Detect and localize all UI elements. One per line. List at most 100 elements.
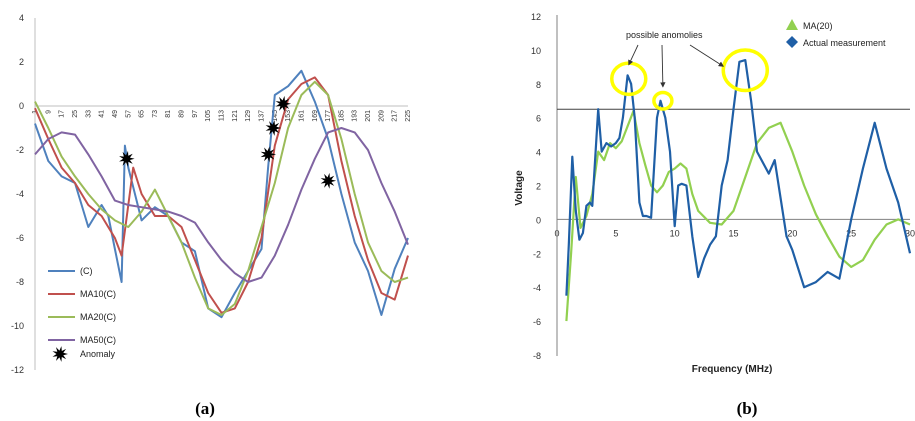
chart-a-x-tick-label: 97 bbox=[192, 110, 199, 118]
chart-a-x-tick-label: 25 bbox=[72, 110, 79, 118]
annotation-group: possible anomolies bbox=[626, 30, 725, 88]
chart-a-x-tick-label: 17 bbox=[59, 110, 66, 118]
chart-a-y-tick-label: -12 bbox=[11, 365, 24, 375]
chart-b-y-tick-label: -4 bbox=[533, 283, 541, 293]
chart-b-y-tick-label: 6 bbox=[536, 114, 541, 124]
chart-a-x-tick-label: 193 bbox=[352, 110, 359, 122]
highlight-circle bbox=[721, 48, 770, 93]
chart-b-y-tick-label: 0 bbox=[536, 215, 541, 225]
panel-label-b: (b) bbox=[737, 399, 758, 418]
chart-a-y-tick-label: 0 bbox=[19, 101, 24, 111]
chart-a-x-tick-label: 113 bbox=[219, 110, 226, 121]
chart-a-x-tick-label: 129 bbox=[245, 110, 252, 122]
chart-a-x-tick-label: 177 bbox=[325, 110, 332, 122]
annotation-text: possible anomolies bbox=[626, 30, 703, 40]
annotation-arrow bbox=[689, 44, 725, 67]
legend-label-anomaly: Anomaly bbox=[80, 349, 116, 359]
chart-a-x-tick-label: 145 bbox=[272, 110, 279, 122]
chart-b-y-tick-label: 8 bbox=[536, 80, 541, 90]
legend-label-actual-measurement: Actual measurement bbox=[803, 38, 886, 48]
chart-b-x-tick-label: 25 bbox=[846, 228, 856, 238]
chart-a-y-tick-label: -2 bbox=[16, 145, 24, 155]
chart-b: -8 -6 -4 -2 0 2 4 6 8 10 12 0 5 10 15 20 25 30 possible … bbox=[514, 12, 915, 418]
chart-a-series-ma10-c bbox=[34, 76, 409, 314]
legend-label-ma10-c: MA10(C) bbox=[80, 289, 116, 299]
chart-a-x-tick-label: 65 bbox=[139, 110, 146, 118]
chart-a-x-tick-label: 105 bbox=[205, 110, 212, 122]
chart-a-x-tick-label: 137 bbox=[258, 110, 265, 122]
chart-a-series-ma50-c bbox=[34, 127, 409, 283]
chart-b-y-tick-label: -2 bbox=[533, 249, 541, 259]
chart-a-x-tick-label: 201 bbox=[365, 110, 372, 122]
chart-a-x-tick-label: 209 bbox=[378, 110, 385, 122]
anomaly-marker bbox=[119, 150, 135, 167]
chart-a-anomaly-markers bbox=[119, 95, 337, 189]
panel-label-a: (a) bbox=[195, 399, 215, 418]
chart-a-x-tick-label: 217 bbox=[392, 110, 399, 122]
chart-b-y-tick-label: 2 bbox=[536, 182, 541, 192]
legend-swatch-anomaly bbox=[52, 346, 68, 362]
legend-label-ma50-c: MA50(C) bbox=[80, 335, 116, 345]
chart-a-x-tick-label: 81 bbox=[165, 110, 172, 118]
chart-b-x-tick-label: 10 bbox=[670, 228, 680, 238]
chart-a-series-ma20-c bbox=[34, 80, 409, 316]
annotation-arrow bbox=[628, 44, 639, 66]
chart-a-legend: (C) MA10(C) MA20(C) MA50(C) Anomaly bbox=[48, 266, 116, 362]
chart-a-x-tick-label: 49 bbox=[112, 110, 119, 118]
legend-swatch-ma-20 bbox=[786, 19, 798, 30]
anomaly-marker bbox=[320, 172, 337, 189]
chart-a-y-tick-label: -4 bbox=[16, 189, 24, 199]
chart-a-y-tick-labels: 4 2 0 -2 -4 -6 -8 -10 -12 bbox=[11, 13, 24, 375]
chart-a-x-tick-label: 57 bbox=[125, 110, 132, 118]
legend-label-c: (C) bbox=[80, 266, 93, 276]
chart-b-x-tick-label: 15 bbox=[728, 228, 738, 238]
chart-a-x-tick-label: 41 bbox=[99, 110, 106, 118]
anomaly-marker bbox=[260, 146, 277, 163]
chart-a: 4 2 0 -2 -4 -6 -8 -10 -12 1 9 17 25 33 41 49 57 65 73 81 89… bbox=[11, 13, 412, 418]
chart-a-x-tick-label: 73 bbox=[152, 110, 159, 118]
chart-a-x-tick-labels: 1 9 17 25 33 41 49 57 65 73 81 89 97 105 113 121 129 137 1… bbox=[32, 110, 412, 122]
anomaly-marker bbox=[275, 95, 292, 112]
chart-b-y-tick-labels: -8 -6 -4 -2 0 2 4 6 8 10 12 bbox=[531, 12, 541, 361]
chart-a-x-tick-label: 9 bbox=[45, 110, 52, 114]
legend-label-ma-20: MA(20) bbox=[803, 21, 833, 31]
chart-b-legend: MA(20) Actual measurement bbox=[786, 19, 886, 48]
chart-b-x-tick-labels: 051015202530 bbox=[554, 228, 915, 238]
x-axis-label: Frequency (MHz) bbox=[692, 364, 773, 375]
chart-b-y-tick-label: -6 bbox=[533, 317, 541, 327]
chart-a-series-group bbox=[34, 69, 409, 319]
highlight-circle bbox=[652, 90, 674, 111]
chart-b-y-tick-label: 12 bbox=[531, 12, 541, 22]
anomaly-highlight-circles bbox=[610, 48, 770, 111]
chart-a-x-tick-label: 225 bbox=[405, 110, 412, 122]
chart-a-y-tick-label: -10 bbox=[11, 321, 24, 331]
chart-a-y-tick-label: -6 bbox=[16, 233, 24, 243]
chart-a-series-c bbox=[34, 69, 409, 319]
legend-swatch-actual-measurement bbox=[786, 36, 798, 48]
chart-a-y-tick-label: 4 bbox=[19, 13, 24, 23]
chart-b-series-group bbox=[565, 58, 912, 322]
chart-b-y-tick-label: -8 bbox=[533, 351, 541, 361]
chart-a-x-tick-label: 89 bbox=[179, 110, 186, 118]
chart-b-series-ma-20 bbox=[565, 109, 911, 322]
chart-b-y-tick-label: 4 bbox=[536, 148, 541, 158]
chart-a-x-tick-label: 185 bbox=[338, 110, 345, 122]
chart-a-x-tick-label: 1 bbox=[32, 110, 39, 114]
y-axis-label: Voltage bbox=[514, 170, 525, 206]
chart-a-x-tick-label: 33 bbox=[85, 110, 92, 118]
chart-a-y-tick-label: -8 bbox=[16, 277, 24, 287]
chart-a-x-tick-label: 161 bbox=[298, 110, 305, 122]
chart-b-series-actual-measurement bbox=[565, 58, 912, 296]
annotation-arrow bbox=[660, 44, 666, 88]
chart-a-x-tick-label: 169 bbox=[312, 110, 319, 122]
anomaly-marker bbox=[265, 120, 282, 136]
chart-b-x-tick-label: 30 bbox=[905, 228, 915, 238]
chart-a-y-tick-label: 2 bbox=[19, 57, 24, 67]
chart-b-y-tick-label: 10 bbox=[531, 46, 541, 56]
chart-a-x-tick-label: 153 bbox=[285, 110, 292, 122]
legend-label-ma20-c: MA20(C) bbox=[80, 312, 116, 322]
chart-b-x-tick-label: 20 bbox=[787, 228, 797, 238]
chart-a-x-tick-label: 121 bbox=[232, 110, 239, 122]
chart-b-x-tick-label: 5 bbox=[613, 228, 618, 238]
